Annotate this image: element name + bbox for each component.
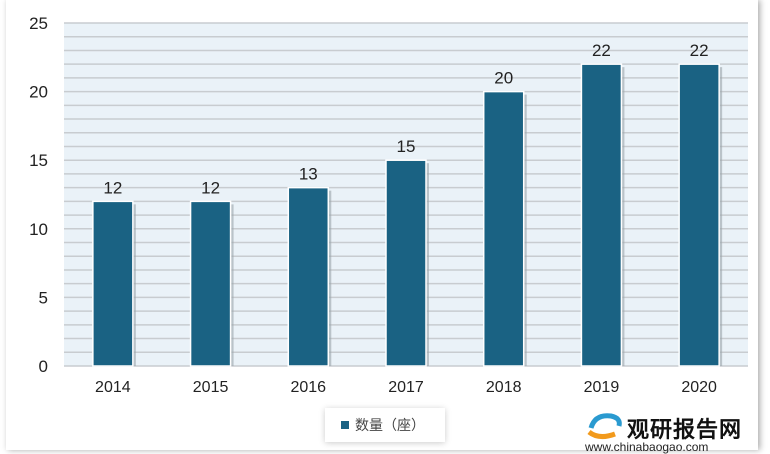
logo-url: www.chinabaogao.com (585, 440, 709, 454)
bar (678, 63, 720, 367)
y-tick-label: 10 (29, 220, 48, 239)
y-tick-label: 5 (39, 288, 48, 307)
data-label: 12 (201, 178, 220, 197)
data-label: 13 (299, 165, 318, 184)
bar (385, 159, 427, 367)
bar (580, 63, 623, 367)
y-tick-label: 20 (29, 83, 48, 102)
x-tick-label: 2020 (681, 379, 717, 396)
x-tick-label: 2014 (95, 379, 131, 396)
y-tick-label: 0 (39, 357, 48, 376)
data-label: 20 (494, 69, 513, 88)
data-label: 22 (592, 41, 611, 60)
legend: 数量（座） (325, 408, 445, 442)
x-tick-label: 2017 (388, 379, 424, 396)
bar (92, 200, 134, 367)
legend-label: 数量（座） (355, 417, 425, 433)
logo-name: 观研报告网 (627, 417, 743, 442)
data-label: 15 (397, 137, 416, 156)
data-label: 12 (103, 178, 122, 197)
x-tick-label: 2015 (193, 379, 229, 396)
y-tick-label: 15 (29, 151, 48, 170)
logo-icon (587, 413, 622, 440)
x-tick-label: 2016 (290, 379, 326, 396)
legend-swatch (341, 421, 349, 429)
bar (189, 200, 232, 367)
watermark-logo: 观研报告网 www.chinabaogao.com (585, 410, 741, 454)
bar (482, 90, 525, 367)
y-tick-label: 25 (29, 14, 48, 33)
x-tick-label: 2019 (584, 379, 620, 396)
x-tick-label: 2018 (486, 379, 522, 396)
data-label: 22 (690, 41, 709, 60)
bar (287, 186, 330, 367)
